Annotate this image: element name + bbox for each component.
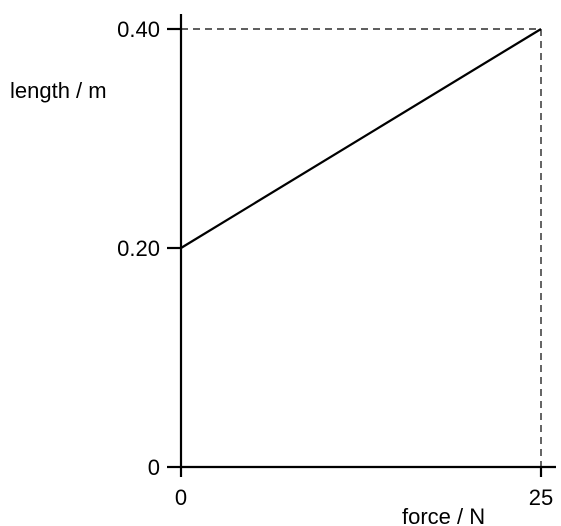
x-tick-label-1: 25	[529, 485, 553, 510]
y-tick-label-0: 0	[148, 455, 160, 480]
x-tick-label-0: 0	[175, 485, 187, 510]
y-tick-label-1: 0.20	[117, 236, 160, 261]
axes	[179, 14, 556, 469]
series	[180, 28, 542, 249]
y-tick-label-2: 0.40	[117, 17, 160, 42]
tick-marks	[167, 27, 543, 477]
x-axis-label: force / N	[402, 504, 485, 526]
guide-lines	[181, 28, 542, 467]
series-line-0	[180, 28, 542, 249]
tick-labels: 0 0.20 0.40 0 25	[117, 17, 553, 510]
y-axis-label: length / m	[10, 78, 107, 103]
